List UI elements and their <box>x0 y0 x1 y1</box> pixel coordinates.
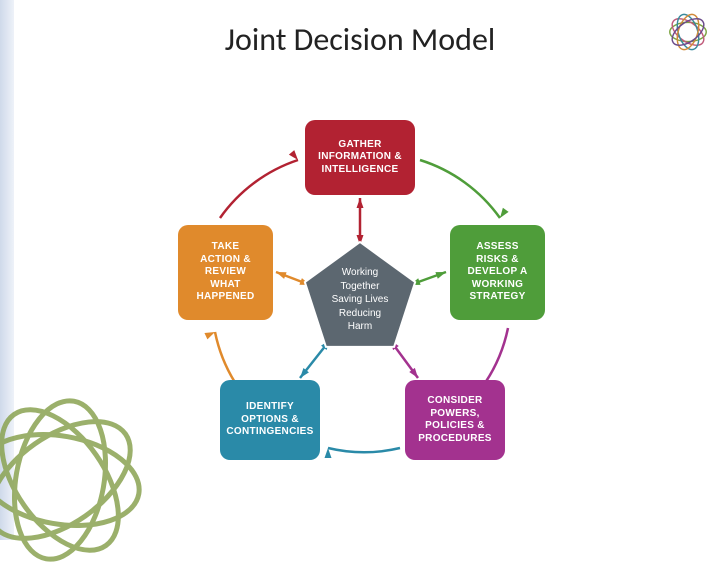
logo-bottom-left <box>0 380 160 580</box>
page-title: Joint Decision Model <box>0 20 720 59</box>
diagram-canvas: GATHERINFORMATION &INTELLIGENCE ASSESSRIS… <box>160 90 560 490</box>
box-take: TAKEACTION &REVIEWWHATHAPPENED <box>178 225 273 320</box>
center-label: WorkingTogetherSaving LivesReducingHarm <box>320 266 400 334</box>
box-gather: GATHERINFORMATION &INTELLIGENCE <box>305 120 415 195</box>
logo-top-right <box>664 8 712 56</box>
box-identify: IDENTIFYOPTIONS &CONTINGENCIES <box>220 380 320 460</box>
box-powers: CONSIDERPOWERS,POLICIES &PROCEDURES <box>405 380 505 460</box>
box-assess: ASSESSRISKS &DEVELOP AWORKINGSTRATEGY <box>450 225 545 320</box>
